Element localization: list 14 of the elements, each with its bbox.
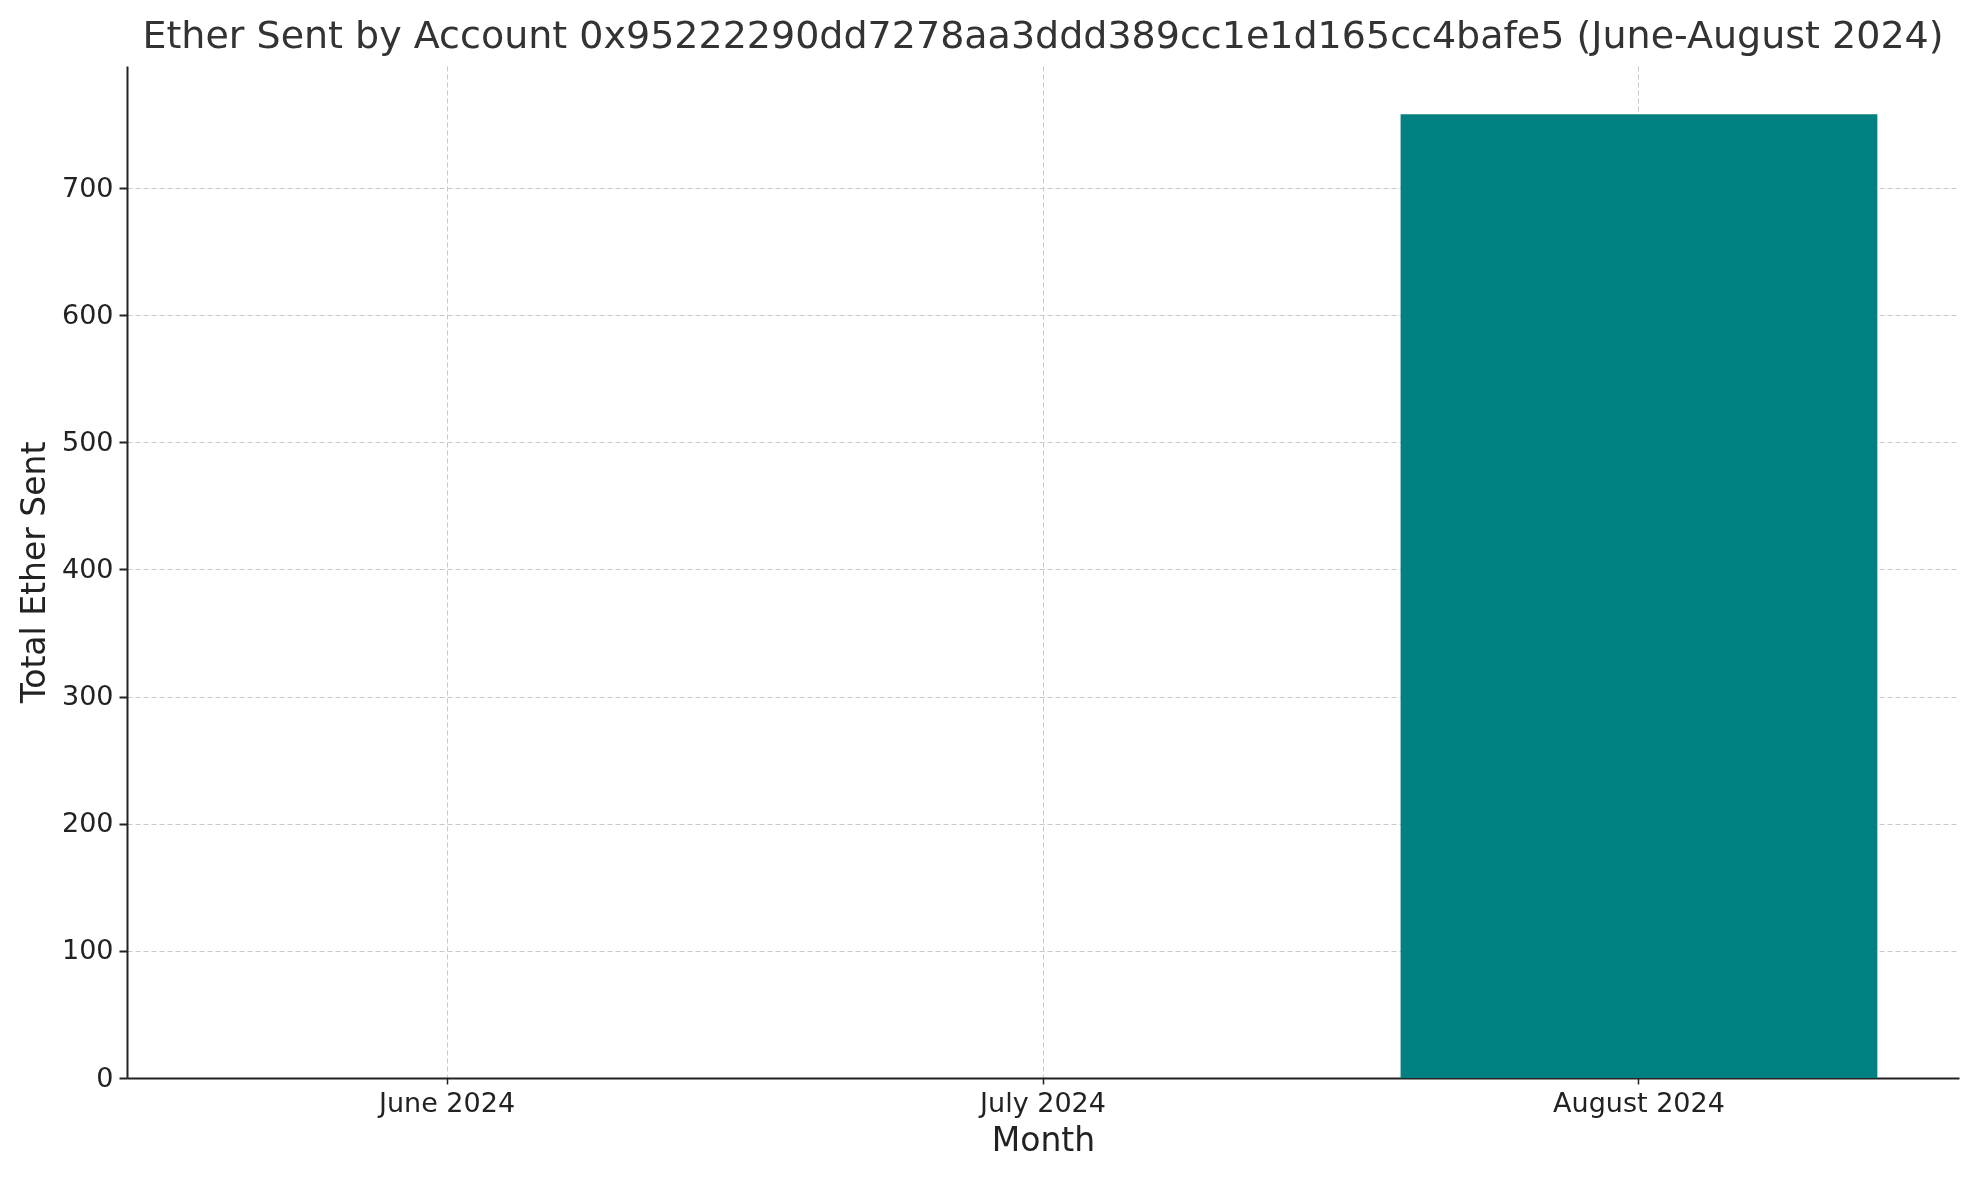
x-tick-label: July 2024 [978, 1086, 1106, 1118]
y-tick-label: 600 [61, 298, 114, 330]
y-axis-title: Total Ether Sent [13, 441, 53, 705]
x-tick-label: June 2024 [376, 1086, 516, 1118]
y-tick-label: 100 [61, 934, 114, 966]
y-tick-label: 400 [61, 552, 114, 584]
y-tick-label: 700 [61, 171, 114, 203]
y-tick-label: 0 [96, 1061, 114, 1093]
x-tick-label: August 2024 [1553, 1086, 1725, 1118]
y-tick-label: 300 [61, 680, 114, 712]
y-tick-label: 200 [61, 807, 114, 839]
chart-title: Ether Sent by Account 0x95222290dd7278aa3ddd389cc1e1d165cc4bafe5 (June-August 2024) [142, 13, 1944, 57]
y-tick-label: 500 [61, 425, 114, 457]
x-axis-title: Month [991, 1119, 1096, 1159]
